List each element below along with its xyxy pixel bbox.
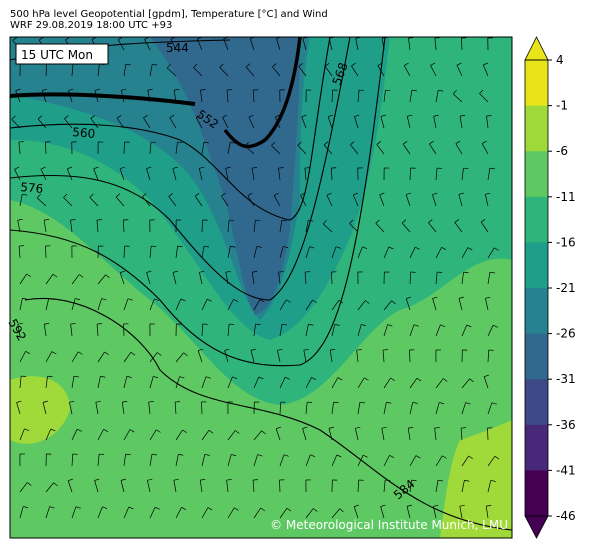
colorbar-segment	[525, 425, 548, 471]
colorbar-segment	[525, 60, 548, 106]
contour-label: 560	[72, 125, 96, 141]
contour-label: 576	[20, 180, 44, 196]
contour-label: 544	[166, 41, 189, 55]
colorbar-segment	[525, 379, 548, 425]
title: 500 hPa level Geopotential [gpdm], Tempe…	[10, 9, 328, 20]
colorbar-tick-label: -16	[556, 235, 576, 249]
colorbar-tick-label: -11	[556, 190, 576, 204]
credit: © Meteorological Institute Munich, LMU	[270, 518, 508, 532]
colorbar-tick-label: -31	[556, 372, 576, 386]
colorbar-tick-label: -36	[556, 418, 576, 432]
subtitle: WRF 29.08.2019 18:00 UTC +93	[10, 20, 172, 31]
colorbar-tick-label: -26	[556, 327, 576, 341]
colorbar-tick-label: -21	[556, 281, 576, 295]
colorbar-arrow-bottom	[525, 516, 548, 538]
colorbar-tick-label: -6	[556, 144, 568, 158]
time-label: 15 UTC Mon	[21, 48, 93, 62]
colorbar-tick-label: 4	[556, 53, 564, 67]
colorbar-segment	[525, 197, 548, 243]
map	[10, 37, 512, 538]
colorbar-segment	[525, 106, 548, 152]
colorbar-segment	[525, 334, 548, 380]
colorbar-segment	[525, 242, 548, 288]
colorbar-arrow-top	[525, 37, 548, 60]
colorbar-tick-label: -41	[556, 463, 576, 477]
colorbar-tick-label: -1	[556, 99, 568, 113]
colorbar-segment	[525, 288, 548, 334]
colorbar-segment	[525, 151, 548, 197]
colorbar-segment	[525, 470, 548, 516]
colorbar-tick-label: -46	[556, 509, 576, 523]
